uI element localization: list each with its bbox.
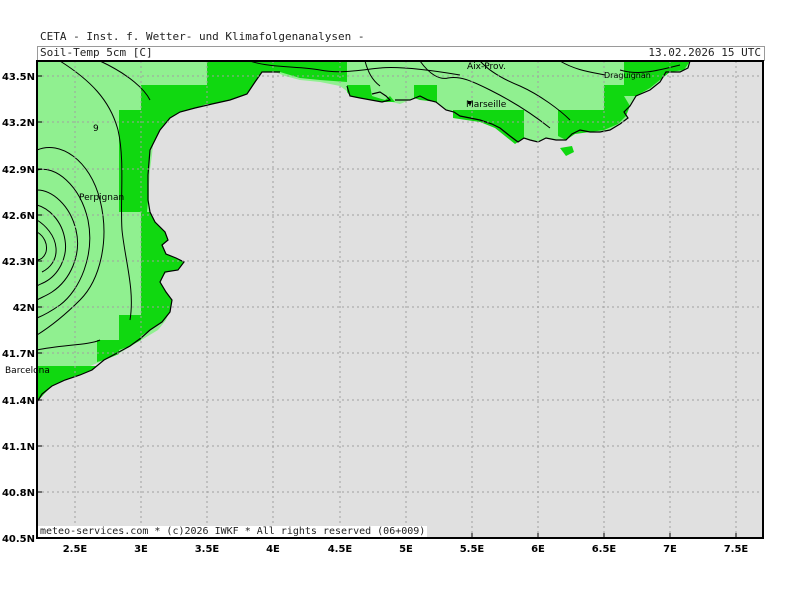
lat-label: 42.3N	[2, 257, 35, 268]
lat-label: 40.8N	[2, 488, 35, 499]
coastline-spain	[36, 71, 280, 403]
coastline-france	[346, 60, 691, 143]
lon-label: 7.5E	[724, 544, 749, 555]
copyright-footer: meteo-services.com * (c)2026 IWKF * All …	[38, 526, 428, 537]
lon-label: 3.5E	[195, 544, 220, 555]
lon-label: 5E	[399, 544, 413, 555]
lat-label: 42.9N	[2, 165, 35, 176]
label-perpignan: Perpignan	[79, 193, 124, 203]
contour-label-9: 9	[93, 124, 99, 134]
graticule	[37, 61, 763, 538]
lat-label: 42N	[13, 303, 35, 314]
lon-label: 7E	[663, 544, 677, 555]
label-marseille: Marseille	[466, 100, 507, 110]
parameter-label: Soil-Temp 5cm [C]	[40, 46, 153, 59]
lat-labels: 43.5N 43.2N 42.9N 42.6N 42.3N 42N 41.7N …	[2, 72, 35, 545]
lon-label: 5.5E	[460, 544, 485, 555]
lon-label: 4.5E	[328, 544, 353, 555]
lat-label: 41.1N	[2, 442, 35, 453]
land-light	[37, 61, 212, 400]
lat-label: 41.7N	[2, 349, 35, 360]
valid-time: 13.02.2026 15 UTC	[648, 46, 761, 59]
lat-label: 43.5N	[2, 72, 35, 83]
lon-label: 6.5E	[592, 544, 617, 555]
lon-label: 4E	[266, 544, 280, 555]
lon-labels: 2.5E 3E 3.5E 4E 4.5E 5E 5.5E 6E 6.5E 7E …	[63, 544, 749, 555]
city-markers	[468, 101, 471, 104]
lon-label: 6E	[531, 544, 545, 555]
label-aix: Aix-Prov.	[467, 62, 506, 72]
lon-label: 3E	[134, 544, 148, 555]
label-barcelona: Barcelona	[5, 366, 50, 376]
lat-label: 41.4N	[2, 396, 35, 407]
map-frame	[36, 60, 764, 539]
lat-label: 42.6N	[2, 211, 35, 222]
lat-label: 40.5N	[2, 534, 35, 545]
label-draguignan: Draguignan	[604, 71, 651, 80]
lat-label: 43.2N	[2, 118, 35, 129]
map-title: CETA - Inst. f. Wetter- und Klimafolgena…	[40, 30, 365, 43]
lon-label: 2.5E	[63, 544, 88, 555]
contour-lines	[36, 60, 681, 351]
